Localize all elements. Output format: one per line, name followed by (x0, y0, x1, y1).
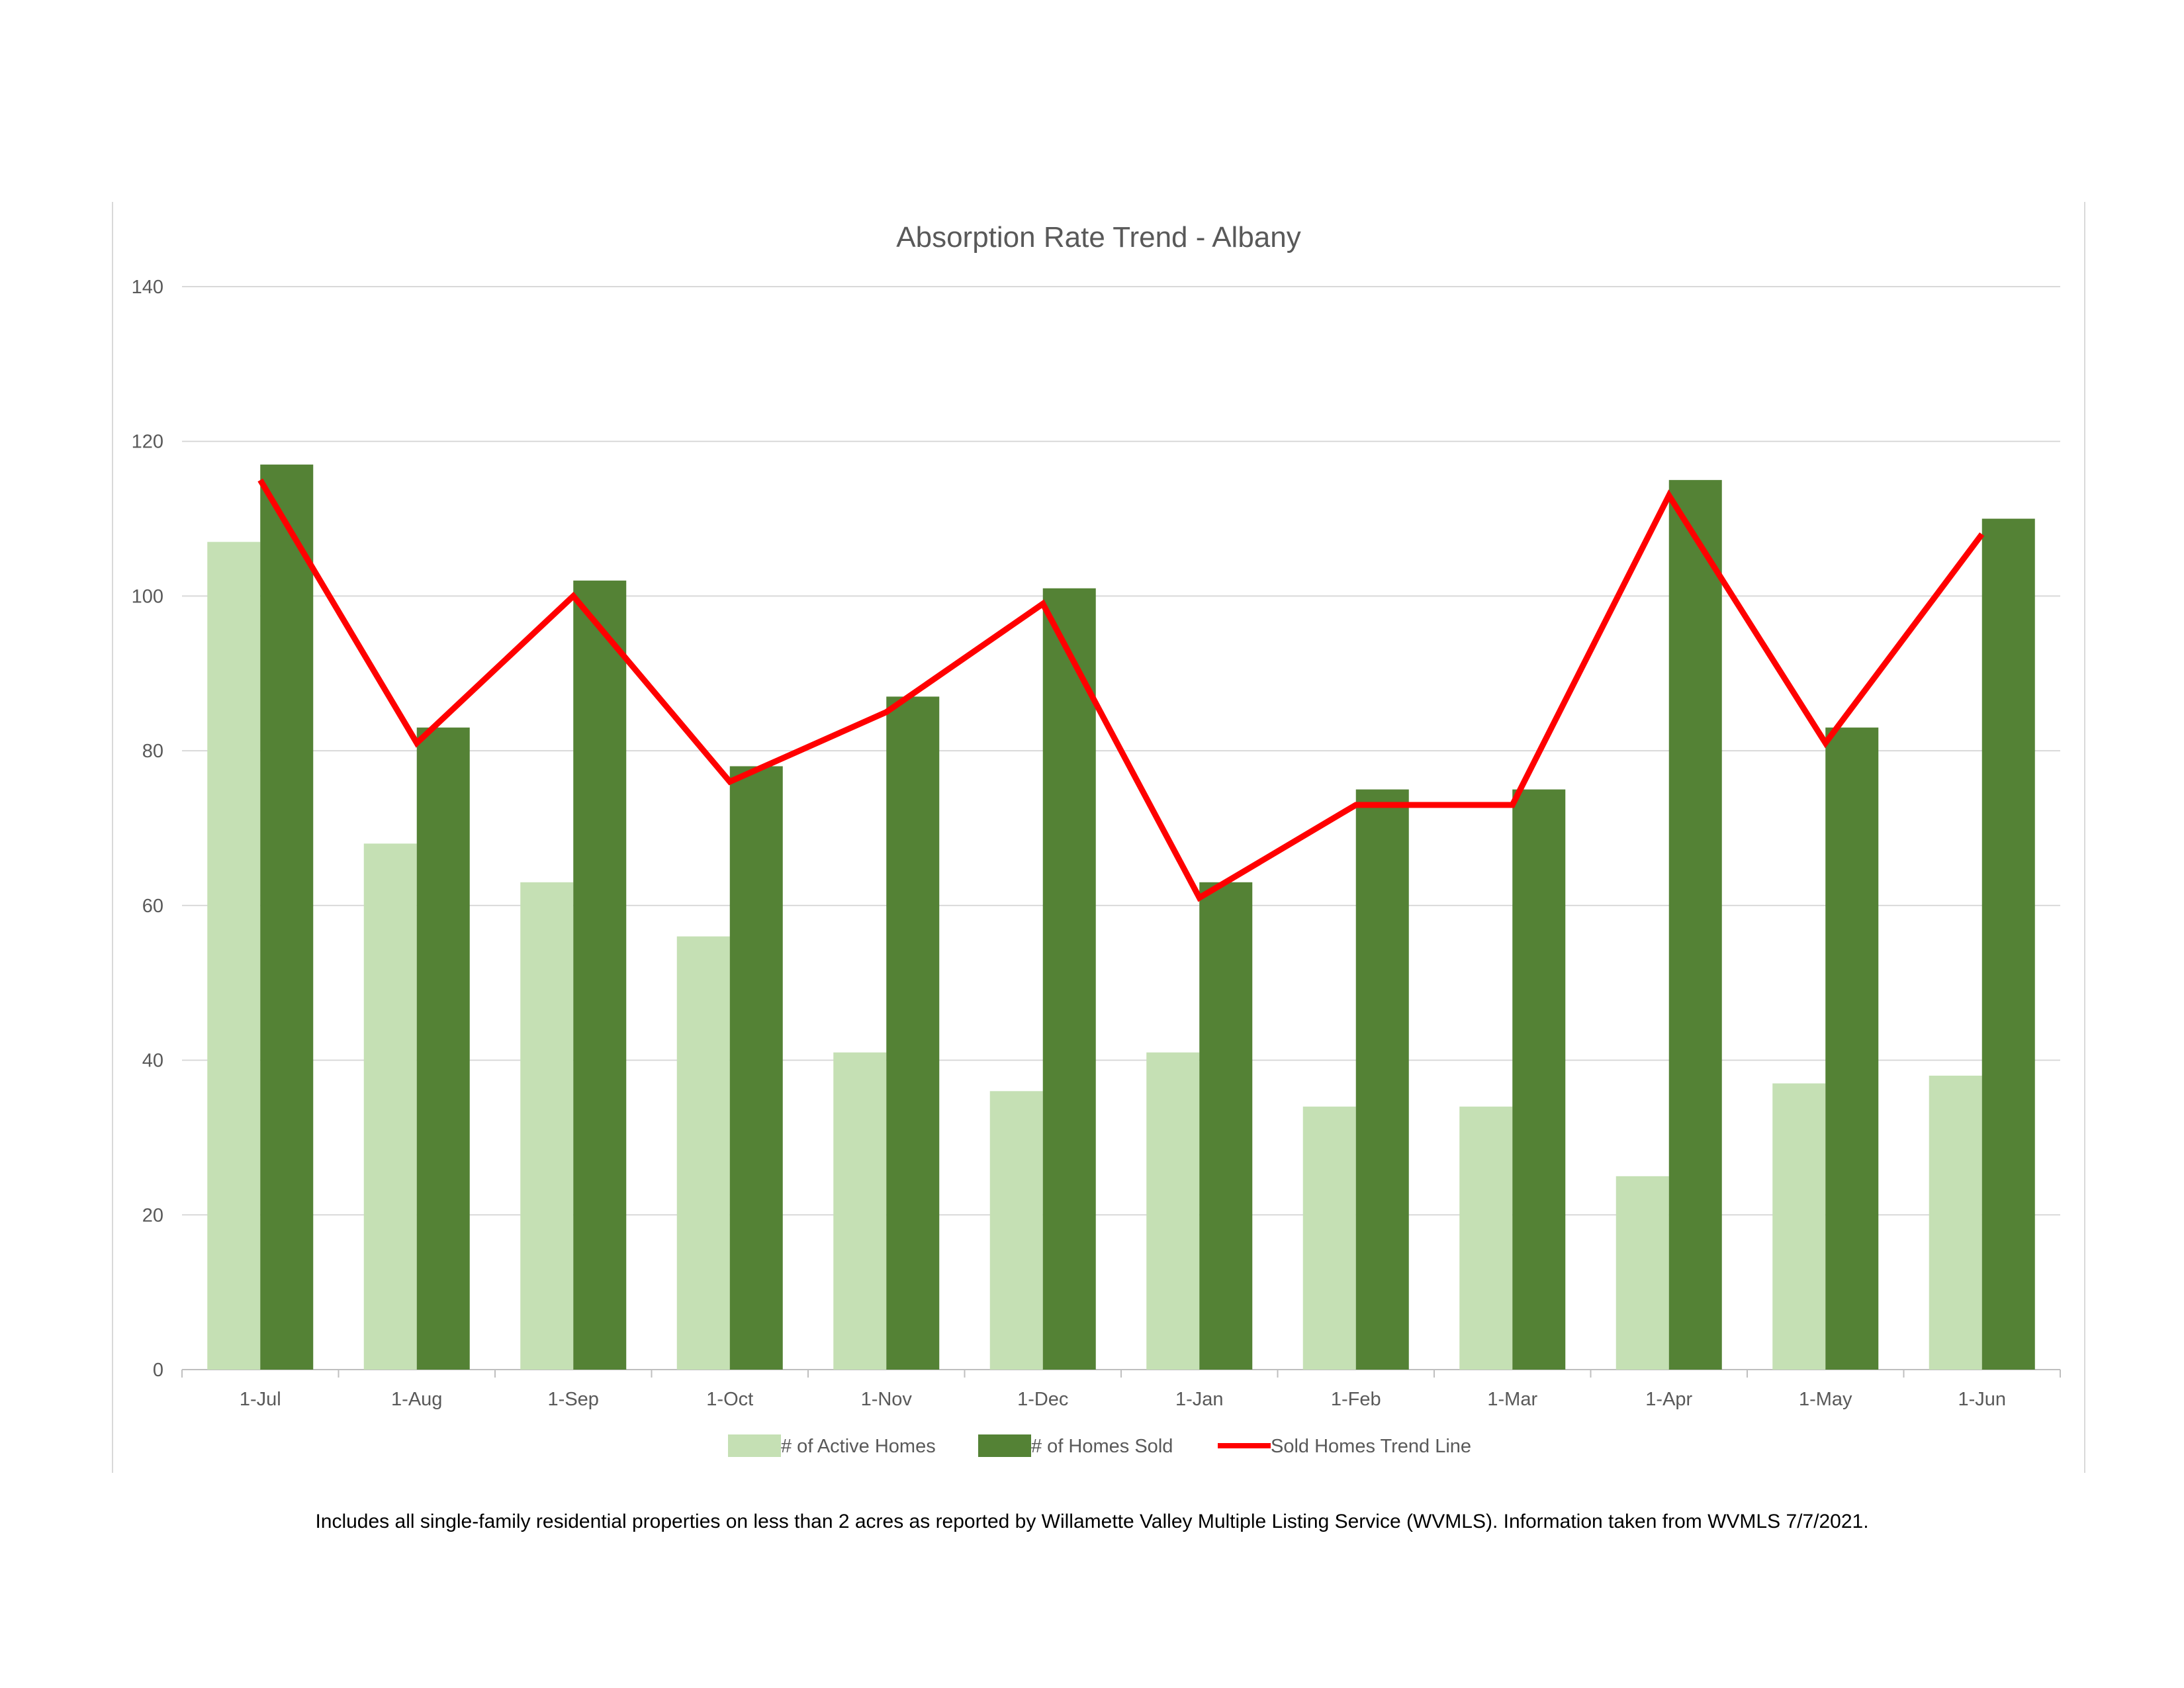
y-tick-label: 120 (132, 432, 163, 453)
legend-label: Sold Homes Trend Line (1271, 1436, 1471, 1457)
trend-line-layer (257, 478, 1985, 902)
x-tick-label: 1-Oct (706, 1389, 753, 1410)
legend-label: # of Active Homes (781, 1436, 936, 1457)
y-tick-label: 60 (142, 896, 163, 917)
x-tick-label: 1-Sep (548, 1389, 599, 1410)
x-tick-label: 1-Feb (1331, 1389, 1381, 1410)
trend-line (257, 478, 1985, 902)
bar-homes-sold (1825, 727, 1879, 1370)
x-tick-label: 1-May (1799, 1389, 1852, 1410)
x-tick-label: 1-Nov (861, 1389, 913, 1410)
x-axis: 1-Jul 1-Aug 1-Sep 1-Oct 1-Nov 1-Dec 1-Jan 1-Feb… (181, 1370, 2061, 1410)
bar-active-homes (989, 1091, 1043, 1370)
bar-active-homes (1929, 1075, 1982, 1370)
x-tick-label: 1-Mar (1487, 1389, 1537, 1410)
footnote: Includes all single-family residential p… (315, 1511, 1869, 1532)
x-tick-label: 1-Jan (1175, 1389, 1224, 1410)
x-tick-label: 1-Apr (1645, 1389, 1692, 1410)
bar-active-homes (1459, 1106, 1513, 1370)
x-tick-label: 1-Jun (1958, 1389, 2006, 1410)
bar-active-homes (1615, 1176, 1669, 1370)
bar-active-homes (207, 541, 261, 1370)
legend-label: # of Homes Sold (1031, 1436, 1173, 1457)
bar-active-homes (520, 882, 574, 1370)
bars (207, 464, 2035, 1370)
y-tick-label: 100 (132, 586, 163, 607)
bar-homes-sold (573, 581, 627, 1370)
bar-homes-sold (260, 464, 314, 1370)
bar-active-homes (676, 936, 730, 1370)
legend-swatch (728, 1434, 781, 1457)
bar-active-homes (1772, 1083, 1826, 1370)
bar-homes-sold (1668, 480, 1722, 1370)
bar-homes-sold (1042, 588, 1096, 1370)
bar-homes-sold (416, 727, 470, 1370)
bar-homes-sold (1199, 882, 1253, 1370)
bar-active-homes (1302, 1106, 1356, 1370)
bar-homes-sold (1355, 789, 1409, 1370)
y-tick-label: 40 (142, 1051, 163, 1072)
x-tick-label: 1-Jul (240, 1389, 281, 1410)
y-tick-label: 80 (142, 741, 163, 762)
bar-homes-sold (1981, 518, 2035, 1370)
y-axis: 0 20 40 60 80 100 120 140 (132, 277, 163, 1381)
bar-homes-sold (729, 766, 783, 1370)
bar-active-homes (1146, 1052, 1200, 1370)
x-tick-label: 1-Dec (1017, 1389, 1068, 1410)
legend-swatch (978, 1434, 1031, 1457)
y-tick-label: 140 (132, 277, 163, 298)
bar-homes-sold (886, 696, 940, 1370)
x-tick-label: 1-Aug (391, 1389, 442, 1410)
y-tick-label: 20 (142, 1205, 163, 1226)
bar-active-homes (833, 1052, 887, 1370)
y-tick-label: 0 (153, 1360, 163, 1381)
legend: # of Active Homes # of Homes Sold Sold Hom… (728, 1434, 1471, 1457)
chart-title: Absorption Rate Trend - Albany (896, 221, 1300, 254)
bar-active-homes (363, 843, 417, 1370)
bar-homes-sold (1512, 789, 1566, 1370)
